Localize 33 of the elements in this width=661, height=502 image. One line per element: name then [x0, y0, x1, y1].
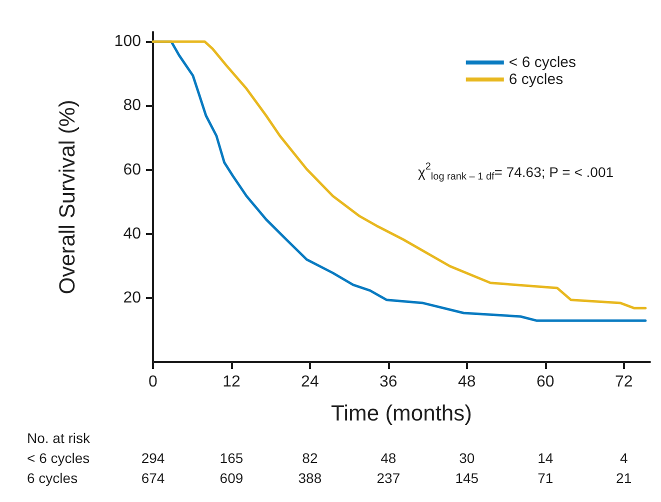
y-tick-label: 60: [123, 161, 142, 178]
text: No. at risk: [27, 430, 92, 446]
text: 48: [380, 450, 396, 466]
text: 21: [616, 470, 632, 486]
text: < 6 cycles: [27, 450, 90, 466]
y-tick-label: 40: [123, 225, 142, 242]
x-tick-label: 12: [222, 374, 240, 390]
x-tick-label: 72: [614, 374, 633, 390]
text: 165: [220, 450, 244, 466]
text: 4: [620, 450, 628, 466]
y-tick-label: 20: [123, 289, 142, 306]
text: 30: [459, 450, 475, 466]
text: 14: [538, 450, 554, 466]
x-tick-label: 24: [301, 374, 319, 390]
x-tick-label: 60: [536, 374, 554, 390]
x-tick-label: 0: [148, 374, 158, 390]
x-axis-title: Time (months): [331, 400, 472, 426]
legend-label: < 6 cycles: [508, 54, 576, 71]
text: 294: [141, 450, 165, 466]
text: 388: [298, 470, 322, 486]
text: 674: [141, 470, 165, 486]
text: 609: [220, 470, 244, 486]
legend-label: 6 cycles: [508, 71, 564, 88]
text: 237: [376, 470, 400, 486]
x-tick-label: 48: [458, 374, 476, 390]
y-tick-label: 80: [123, 97, 142, 114]
text: 82: [302, 450, 318, 466]
y-tick-label: 100: [114, 33, 142, 50]
text: 145: [455, 470, 479, 486]
x-tick-label: 36: [380, 374, 398, 390]
y-axis-title: Overall Survival (%): [54, 100, 80, 294]
text: 6 cycles: [27, 470, 78, 486]
text: 71: [538, 470, 554, 486]
